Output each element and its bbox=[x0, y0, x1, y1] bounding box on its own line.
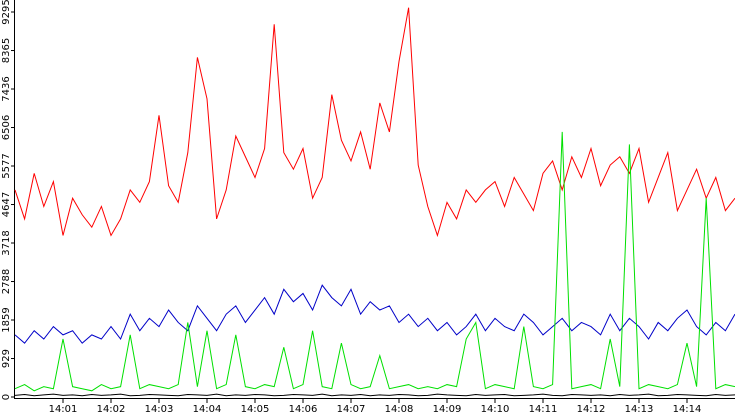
y-tick-label: 929 bbox=[1, 349, 12, 368]
x-tick-label: 14:04 bbox=[193, 404, 222, 415]
x-tick-label: 14:03 bbox=[145, 404, 174, 415]
x-tick-label: 14:08 bbox=[385, 404, 414, 415]
x-tick-label: 14:11 bbox=[529, 404, 558, 415]
y-tick-label: 3718 bbox=[1, 230, 12, 255]
series-line bbox=[14, 284, 735, 344]
series-line bbox=[14, 7, 735, 238]
x-tick-label: 14:05 bbox=[241, 404, 270, 415]
x-tick-label: 14:12 bbox=[577, 404, 606, 415]
x-tick-label: 14:10 bbox=[481, 404, 510, 415]
y-tick-label: 6506 bbox=[1, 115, 12, 140]
y-tick-label: 5577 bbox=[1, 153, 12, 178]
x-tick-label: 14:02 bbox=[97, 404, 126, 415]
x-tick-label: 14:13 bbox=[625, 404, 654, 415]
y-tick-label: 2788 bbox=[1, 269, 12, 294]
x-tick-label: 14:01 bbox=[49, 404, 78, 415]
series-line bbox=[14, 393, 735, 397]
x-tick-label: 14:07 bbox=[337, 404, 366, 415]
series-line bbox=[14, 131, 735, 392]
y-tick-label: 9295 bbox=[1, 0, 12, 25]
y-tick-label: 4647 bbox=[1, 192, 12, 217]
y-tick-label: 8365 bbox=[1, 38, 12, 63]
y-tick-label: 0 bbox=[1, 394, 12, 400]
x-tick-label: 14:06 bbox=[289, 404, 318, 415]
y-tick-label: 1859 bbox=[1, 307, 12, 332]
x-tick-label: 14:09 bbox=[433, 404, 462, 415]
y-tick-label: 7436 bbox=[1, 76, 12, 101]
x-tick-label: 14:14 bbox=[673, 404, 702, 415]
